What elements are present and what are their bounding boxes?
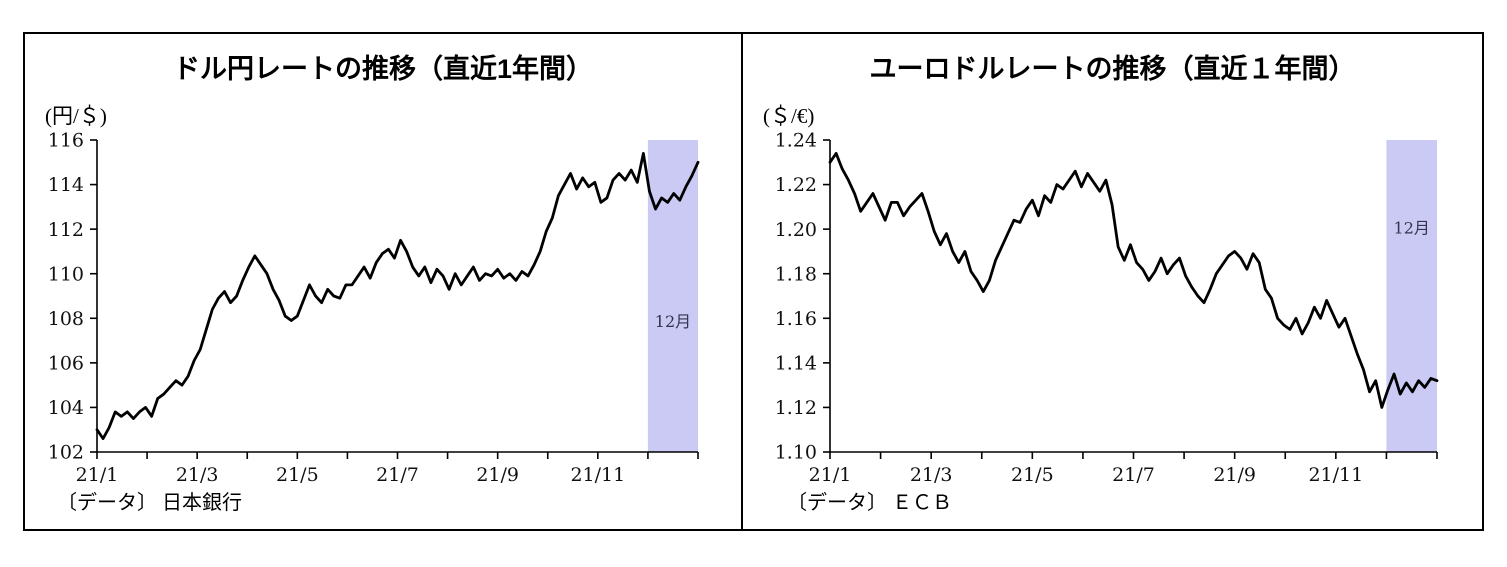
y-tick-label: 1.22 xyxy=(775,174,817,196)
y-tick-label: 1.24 xyxy=(775,130,817,152)
x-tick-label: 21/7 xyxy=(376,464,419,486)
usdjpy-y-axis-unit-label: (円/＄) xyxy=(45,104,107,128)
usdjpy-data-source-label: 〔データ〕 日本銀行 xyxy=(57,492,242,514)
eurusd-chart-panel: ユーロドルレートの推移（直近１年間） (＄/€) 12月 1.24 1.22 1.20… xyxy=(741,32,1484,531)
y-tick-label: 116 xyxy=(48,130,84,152)
x-tick-label: 21/5 xyxy=(1011,464,1054,486)
usdjpy-chart-panel: ドル円レートの推移（直近1年間） (円/＄) 12月 116 114 112 110 10… xyxy=(23,32,743,531)
x-tick-label: 21/9 xyxy=(1213,464,1256,486)
eurusd-chart-title: ユーロドルレートの推移（直近１年間） xyxy=(869,54,1356,84)
y-axis-ticks: 1.24 1.22 1.20 1.18 1.16 1.14 1.12 1.10 xyxy=(775,130,830,464)
x-tick-label: 21/9 xyxy=(476,464,519,486)
december-band-label: 12月 xyxy=(1394,219,1430,238)
x-tick-label: 21/11 xyxy=(1308,464,1363,486)
y-tick-label: 104 xyxy=(48,397,84,419)
december-highlight-band xyxy=(647,140,698,452)
december-band-label: 12月 xyxy=(655,312,691,331)
y-tick-label: 106 xyxy=(48,353,84,375)
december-highlight-band xyxy=(1386,140,1437,452)
y-tick-label: 102 xyxy=(48,442,84,464)
eurusd-y-axis-unit-label: (＄/€) xyxy=(763,104,815,128)
axis-lines xyxy=(829,140,1437,453)
y-tick-label: 114 xyxy=(48,174,84,196)
usdjpy-chart-title: ドル円レートの推移（直近1年間） xyxy=(172,54,593,84)
x-tick-label: 21/11 xyxy=(570,464,625,486)
x-axis-ticks: 21/1 21/3 21/5 21/7 21/9 21/11 xyxy=(809,452,1438,486)
x-axis-ticks: 21/1 21/3 21/5 21/7 21/9 21/11 xyxy=(76,452,699,486)
y-tick-label: 1.16 xyxy=(775,308,817,330)
y-tick-label: 110 xyxy=(48,263,84,285)
y-tick-label: 1.20 xyxy=(775,219,817,241)
y-tick-label: 108 xyxy=(48,308,84,330)
y-tick-label: 1.10 xyxy=(775,442,817,464)
rate-series-line xyxy=(95,151,700,441)
rate-series-line xyxy=(828,151,1439,409)
x-tick-label: 21/1 xyxy=(76,464,119,486)
y-axis-ticks: 116 114 112 110 108 106 104 102 xyxy=(48,130,97,464)
x-tick-label: 21/7 xyxy=(1112,464,1155,486)
x-tick-label: 21/3 xyxy=(176,464,219,486)
y-tick-label: 1.12 xyxy=(775,397,817,419)
axis-lines xyxy=(96,140,698,453)
y-tick-label: 1.14 xyxy=(775,353,817,375)
y-tick-label: 112 xyxy=(48,219,84,241)
y-tick-label: 1.18 xyxy=(775,263,817,285)
x-tick-label: 21/3 xyxy=(910,464,953,486)
x-tick-label: 21/5 xyxy=(276,464,319,486)
eurusd-data-source-label: 〔データ〕 ＥＣＢ xyxy=(787,492,952,514)
x-tick-label: 21/1 xyxy=(809,464,852,486)
